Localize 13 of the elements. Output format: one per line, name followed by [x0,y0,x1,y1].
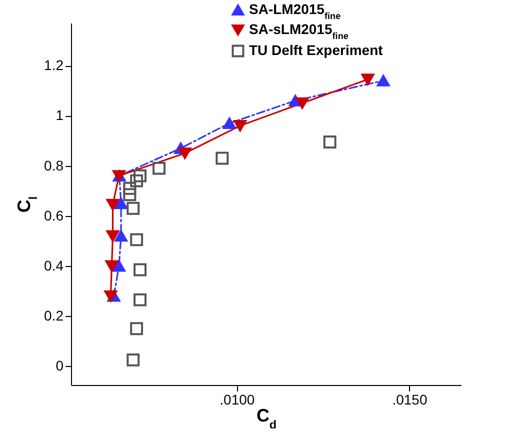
y-tick-label: 1 [56,107,64,124]
y-tick-label: 0.4 [44,258,64,274]
x-tick-label: .0100 [220,392,255,408]
y-tick-label: 0.8 [44,157,64,174]
y-tick-label: 0.6 [44,207,64,224]
x-tick-label: .0150 [392,392,428,408]
legend-label: SA-LM2015$_{fine}$ [249,1,341,21]
legend-label: SA-sLM2015$_{fine}$ [249,21,348,41]
legend-label: TU Delft Experiment [249,42,384,58]
y-tick-label: 0.2 [44,308,64,324]
x-axis-title: C$_{d}$ [256,406,277,431]
y-tick-label: 1.2 [44,57,64,74]
y-tick-label: 0 [56,358,64,374]
